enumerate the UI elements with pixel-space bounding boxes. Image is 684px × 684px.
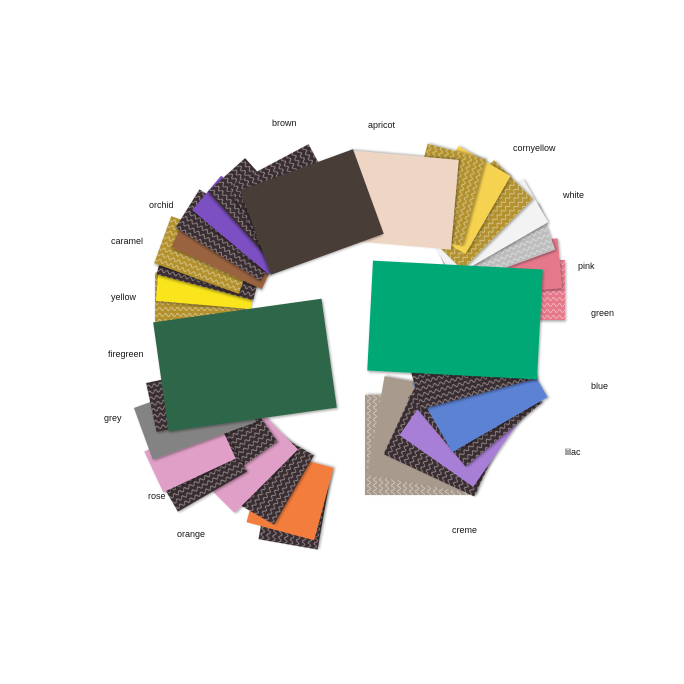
- swatch-sheet-firegreen: [153, 298, 337, 432]
- label-blue: blue: [591, 381, 609, 391]
- label-grey: grey: [104, 413, 122, 423]
- label-apricot: apricot: [368, 120, 396, 130]
- swatch-sheet-green: [367, 260, 543, 380]
- label-firegreen: firegreen: [108, 349, 144, 359]
- label-green: green: [591, 308, 615, 318]
- label-orchid: orchid: [149, 200, 174, 210]
- label-brown: brown: [272, 118, 297, 128]
- label-lilac: lilac: [565, 447, 581, 457]
- label-rose: rose: [148, 491, 166, 501]
- swatch-sheet-brown: [240, 149, 384, 275]
- label-pink: pink: [578, 261, 595, 271]
- label-white: white: [563, 190, 585, 200]
- label-caramel: caramel: [111, 236, 144, 246]
- label-cornyellow: cornyellow: [513, 143, 556, 153]
- label-yellow: yellow: [111, 292, 137, 302]
- label-creme: creme: [452, 525, 478, 535]
- label-orange: orange: [177, 529, 206, 539]
